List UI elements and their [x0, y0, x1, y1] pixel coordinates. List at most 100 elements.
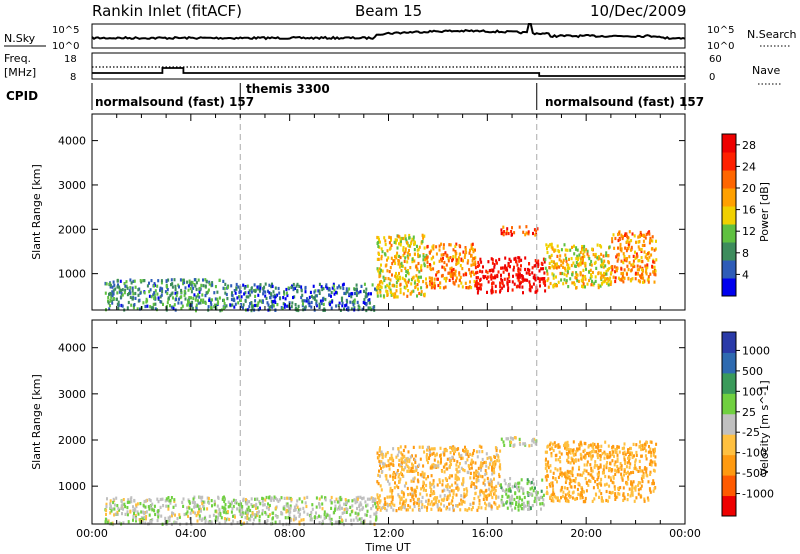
data-cell — [557, 445, 560, 449]
data-cell — [406, 254, 409, 258]
data-cell — [470, 263, 473, 267]
data-cell — [239, 506, 242, 510]
data-cell — [654, 462, 657, 466]
data-cell — [600, 265, 603, 269]
data-cell — [392, 283, 395, 287]
data-cell — [109, 499, 112, 503]
data-cell — [569, 451, 572, 455]
data-cell — [296, 505, 299, 509]
data-cell — [551, 446, 553, 450]
data-cell — [389, 474, 392, 478]
data-cell — [184, 286, 187, 290]
data-cell — [632, 442, 635, 446]
data-cell — [411, 495, 414, 499]
data-cell — [160, 281, 163, 285]
data-cell — [110, 299, 113, 303]
data-cell — [651, 264, 654, 268]
data-cell — [459, 275, 462, 279]
data-cell — [324, 496, 326, 500]
data-cell — [582, 282, 585, 286]
data-cell — [394, 255, 396, 259]
data-cell — [245, 509, 248, 513]
data-cell — [622, 261, 625, 265]
data-cell — [473, 486, 476, 490]
data-cell — [271, 305, 274, 309]
data-cell — [235, 282, 238, 287]
data-cell — [229, 303, 232, 307]
data-cell — [470, 246, 473, 251]
data-cell — [126, 506, 129, 510]
data-cell — [504, 482, 507, 486]
data-cell — [271, 284, 274, 288]
y-tick-label: 4000 — [58, 135, 86, 148]
data-cell — [493, 469, 495, 473]
data-cell — [267, 502, 269, 506]
data-cell — [464, 248, 467, 252]
data-cell — [398, 458, 401, 462]
data-cell — [395, 289, 398, 293]
data-cell — [111, 507, 114, 511]
data-cell — [506, 277, 509, 281]
cpid-label: CPID — [6, 89, 38, 103]
data-cell — [561, 485, 564, 490]
data-cell — [376, 286, 379, 290]
data-cell — [425, 453, 428, 457]
data-cell — [632, 254, 635, 258]
colorbar-swatch — [722, 475, 736, 497]
data-cell — [619, 465, 622, 469]
data-cell — [381, 461, 384, 465]
data-cell — [421, 495, 424, 499]
data-cell — [234, 291, 237, 295]
data-cell — [555, 444, 558, 448]
data-cell — [353, 306, 356, 310]
data-cell — [434, 496, 437, 500]
data-cell — [227, 505, 230, 509]
data-cell — [531, 439, 534, 443]
data-cell — [554, 262, 557, 266]
data-cell — [539, 284, 541, 288]
time-tick-label: 12:00 — [373, 527, 405, 540]
data-cell — [460, 257, 463, 261]
y-tick-label: 1000 — [58, 268, 86, 281]
data-cell — [486, 476, 489, 481]
data-cell — [265, 296, 268, 300]
data-cell — [644, 236, 647, 240]
data-cell — [489, 275, 492, 279]
data-cell — [535, 290, 538, 294]
data-cell — [425, 499, 427, 503]
data-cell — [368, 298, 371, 302]
data-cell — [132, 509, 135, 513]
data-cell — [256, 506, 259, 510]
data-cell — [233, 289, 236, 293]
data-cell — [442, 498, 445, 502]
data-cell — [590, 275, 593, 279]
data-cell — [386, 451, 389, 455]
data-cell — [379, 294, 382, 298]
data-cell — [617, 276, 620, 280]
data-cell — [315, 505, 318, 509]
data-cell — [601, 263, 604, 267]
data-cell — [478, 450, 481, 454]
data-cell — [633, 466, 636, 471]
data-cell — [272, 290, 275, 294]
data-cell — [547, 460, 550, 464]
data-cell — [319, 299, 322, 303]
data-cell — [437, 464, 440, 468]
data-cell — [379, 290, 382, 294]
data-cell — [644, 454, 647, 458]
data-cell — [165, 520, 168, 524]
data-cell — [231, 291, 233, 295]
data-cell — [498, 474, 501, 479]
data-cell — [476, 508, 479, 512]
data-cell — [276, 515, 279, 519]
data-cell — [633, 264, 636, 268]
data-cell — [602, 499, 604, 503]
data-cell — [481, 450, 484, 454]
data-cell — [471, 242, 474, 246]
data-cell — [530, 480, 533, 485]
data-cell — [143, 291, 146, 295]
colorbar-tick-label: 100 — [742, 385, 763, 398]
data-cell — [425, 281, 428, 285]
data-cell — [539, 495, 542, 499]
